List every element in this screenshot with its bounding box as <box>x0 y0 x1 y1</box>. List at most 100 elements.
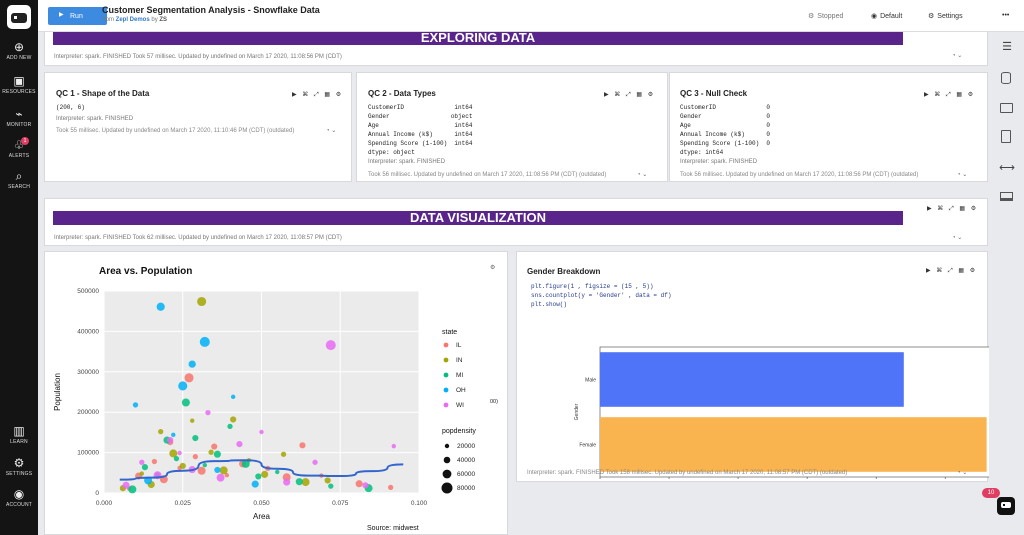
nav-learn[interactable]: ▥ LEARN <box>0 425 38 446</box>
paragraph-interpreter: Interpreter: spark. FINISHED <box>56 116 134 122</box>
folder-icon[interactable] <box>1000 103 1013 113</box>
data-point-in <box>169 449 178 458</box>
nav-account[interactable]: ◉ ACCOUNT <box>0 488 38 509</box>
nav-add-new-label: ADD NEW <box>6 55 32 61</box>
account-icon: ◉ <box>13 487 25 501</box>
paragraph-title: QC 1 - Shape of the Data <box>56 89 150 98</box>
data-point-il <box>224 473 230 478</box>
chat-bot-icon[interactable] <box>997 497 1015 515</box>
data-point-oh <box>171 432 176 438</box>
data-point-oh <box>214 466 221 474</box>
paragraph-title: QC 2 - Data Types <box>368 89 436 98</box>
notebook-source: from Zepl Demos by ZS <box>102 17 167 23</box>
data-point-oh <box>199 336 210 347</box>
from-label: from <box>102 17 114 23</box>
x-axis-label: Area <box>253 512 270 521</box>
nav-monitor[interactable]: ⌁ MONITOR <box>0 108 38 129</box>
paragraph-toolbar[interactable]: ▶ ⌘ ⤢ ▦ ⚙ <box>604 92 656 98</box>
pulse-icon: ⌁ <box>15 107 23 121</box>
data-point-oh <box>188 360 196 368</box>
legend-state-label: MI <box>456 372 463 379</box>
bell-icon: ♧ <box>13 138 25 152</box>
paragraph-data-visualization[interactable]: DATA VISUALIZATION ▶ ⌘ ⤢ ▦ ⚙ Interpreter… <box>44 198 988 246</box>
comment-icon[interactable]: ◔ ⌄ <box>952 235 963 241</box>
section-heading: EXPLORING DATA <box>53 32 903 45</box>
nav-monitor-label: MONITOR <box>6 122 32 128</box>
data-point-oh <box>132 402 139 408</box>
data-point-wi <box>205 409 211 416</box>
paragraph-output: CustomerID 0 Gender 0 Age 0 Annual Incom… <box>680 104 771 156</box>
nav-search[interactable]: ⌕ SEARCH <box>0 170 38 191</box>
more-menu-button[interactable]: ••• <box>1002 12 1010 19</box>
data-point-in <box>219 466 228 475</box>
alerts-badge: 1 <box>21 137 29 145</box>
data-point-mi <box>255 473 262 480</box>
paragraph-toolbar[interactable]: ▶ ⌘ ⤢ ▦ ⚙ <box>292 92 344 98</box>
data-point-mi <box>181 398 190 407</box>
file-clock-icon[interactable] <box>1001 130 1011 143</box>
legend-state-marker <box>443 372 449 378</box>
paragraph-area-population[interactable]: ⚙ Area vs. Population 0 100000 200000 300000… <box>44 251 508 535</box>
paragraph-toolbar[interactable]: ▶ ⌘ ⤢ ▦ ⚙ <box>927 206 979 212</box>
legend-state-marker <box>443 357 449 363</box>
paragraph-output: CustomerID int64 Gender object Age int64… <box>368 104 473 156</box>
search-icon: ⌕ <box>15 169 23 183</box>
data-point-wi <box>325 340 336 351</box>
settings-icon[interactable]: ⚙ <box>490 265 496 271</box>
data-point-wi <box>177 450 182 456</box>
data-point-il <box>192 453 199 460</box>
data-point-in <box>261 470 269 478</box>
data-point-mi <box>202 462 207 468</box>
nav-add-new[interactable]: ⊕ ADD NEW <box>0 41 38 62</box>
data-point-in <box>208 449 214 455</box>
comment-icon[interactable]: ◔ ⌄ <box>957 470 968 476</box>
data-point-mi <box>213 450 221 458</box>
comment-icon[interactable]: ◔ ⌄ <box>326 128 337 134</box>
paragraph-qc2[interactable]: QC 2 - Data Types ▶ ⌘ ⤢ ▦ ⚙ CustomerID i… <box>356 72 668 182</box>
code-editor[interactable]: plt.figure(1 , figsize = (15 , 5)) sns.c… <box>531 283 672 308</box>
paragraph-gender-breakdown[interactable]: Gender Breakdown ▶ ⌘ ⤢ ▦ ⚙ plt.figure(1 … <box>516 251 989 482</box>
laptop-icon[interactable] <box>1000 192 1013 201</box>
y-tick-label: 100000 <box>77 450 99 457</box>
paragraph-toolbar[interactable]: ▶ ⌘ ⤢ ▦ ⚙ <box>924 92 976 98</box>
view-mode-button[interactable]: ◉ Default <box>871 12 902 20</box>
comment-icon[interactable]: ◔ ⌄ <box>957 172 968 178</box>
legend-popdensity-label: 60000 <box>457 471 475 478</box>
paragraph-qc1[interactable]: QC 1 - Shape of the Data ▶ ⌘ ⤢ ▦ ⚙ (200,… <box>44 72 352 182</box>
comment-icon[interactable]: ◔ ⌄ <box>637 172 648 178</box>
paragraph-title: Gender Breakdown <box>527 267 601 276</box>
paragraph-qc3[interactable]: QC 3 - Null Check ▶ ⌘ ⤢ ▦ ⚙ CustomerID 0… <box>669 72 988 182</box>
data-point-in <box>190 418 195 423</box>
data-point-oh <box>251 480 259 488</box>
x-tick-label: 0.025 <box>175 500 192 507</box>
settings-button[interactable]: ⚙ Settings <box>928 12 963 20</box>
paragraph-toolbar[interactable]: ▶ ⌘ ⤢ ▦ ⚙ <box>926 268 978 274</box>
comment-icon[interactable]: ◔ ⌄ <box>952 53 963 59</box>
nav-alerts[interactable]: ♧ 1 ALERTS <box>0 137 38 160</box>
code-icon[interactable]: ⟷ <box>999 162 1015 174</box>
database-icon[interactable] <box>1001 72 1011 84</box>
run-button[interactable]: Run <box>48 7 107 25</box>
gear-icon: ⚙ <box>928 13 935 20</box>
view-mode-label: Default <box>880 13 903 20</box>
y-tick-label: 200000 <box>77 409 99 416</box>
paragraph-interpreter: Interpreter: spark. FINISHED <box>680 159 758 165</box>
data-point-il <box>184 373 194 383</box>
list-icon[interactable]: ☰ <box>1002 41 1012 53</box>
nav-resources[interactable]: ▣ RESOURCES <box>0 75 38 96</box>
data-point-in <box>324 477 331 484</box>
nav-alerts-label: ALERTS <box>8 153 30 159</box>
data-point-mi <box>241 459 250 468</box>
paragraph-status: Took 56 millisec. Updated by undefined o… <box>368 172 607 178</box>
data-point-in <box>158 428 164 435</box>
data-point-wi <box>167 436 174 444</box>
zepl-logo-icon[interactable] <box>7 5 31 29</box>
y-tick-label: 300000 <box>77 369 99 376</box>
nav-settings[interactable]: ⚙ SETTINGS <box>0 457 38 478</box>
settings-label: Settings <box>937 13 963 20</box>
workspace-link[interactable]: Zepl Demos <box>115 17 150 23</box>
paragraph-exploring-data[interactable]: EXPLORING DATA Interpreter: spark. FINIS… <box>44 32 988 66</box>
data-point-wi <box>216 473 225 482</box>
by-label: by <box>151 17 158 23</box>
top-bar: Run Customer Segmentation Analysis - Sno… <box>38 0 1024 32</box>
